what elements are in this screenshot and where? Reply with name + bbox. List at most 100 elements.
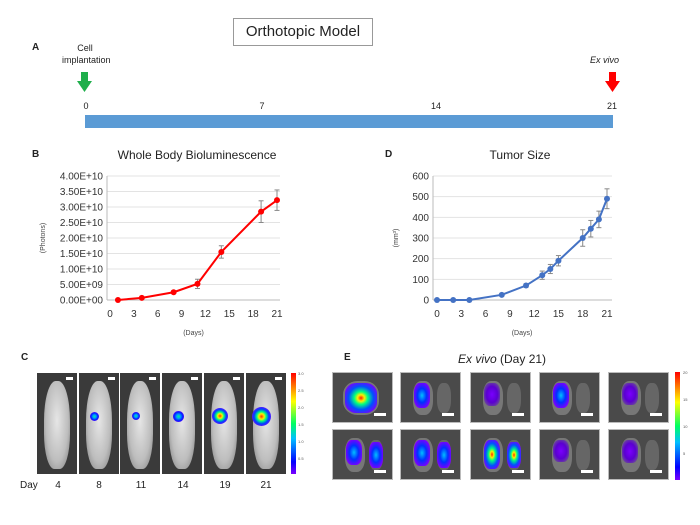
data-point: [466, 297, 473, 303]
y-tick-label: 1.50E+10: [60, 249, 104, 260]
x-tick-label: 3: [459, 309, 465, 320]
day-value: 11: [135, 480, 147, 491]
bioluminescence-signal: [369, 442, 383, 468]
colorbar-e-label: 15: [683, 397, 688, 402]
bioluminescence-signal: [622, 383, 638, 405]
y-tick-label: 200: [412, 254, 429, 265]
colorbar-c-label: 0.5: [298, 456, 304, 461]
scale-bar: [191, 377, 199, 380]
ex-vivo-title-day: (Day 21): [496, 352, 547, 366]
x-tick-label: 15: [553, 309, 565, 320]
bioluminescence-signal: [90, 411, 100, 421]
y-tick-label: 0.00E+00: [60, 296, 104, 307]
x-tick-label: 6: [483, 309, 489, 320]
data-point: [138, 294, 145, 301]
y-axis-label: (mm³): [393, 229, 400, 248]
data-point: [170, 289, 177, 296]
ex-vivo-organ-image: [400, 429, 461, 480]
mouse-image: [37, 373, 77, 474]
ex-vivo-organ-image: [539, 429, 600, 480]
y-tick-label: 100: [412, 275, 429, 286]
colorbar-e-label: 10: [683, 424, 688, 429]
panel-label-c: C: [21, 352, 29, 363]
timeline-tick: 14: [430, 101, 442, 111]
mouse-body: [169, 381, 196, 469]
x-tick-label: 18: [248, 309, 260, 320]
scale-bar: [581, 413, 593, 416]
y-tick-label: 400: [412, 213, 429, 224]
colorbar-c-label: 1.5: [298, 422, 304, 427]
scale-bar: [512, 470, 524, 473]
y-tick-label: 600: [412, 172, 429, 183]
data-point: [604, 195, 610, 202]
day-value: 19: [219, 480, 231, 491]
bioluminescence-signal: [484, 440, 500, 469]
tissue: [645, 440, 659, 470]
x-tick-label: 21: [601, 309, 613, 320]
tissue: [437, 383, 451, 413]
ex-vivo-organ-image: [400, 372, 461, 423]
figure-title: Orthotopic Model: [233, 18, 373, 46]
data-point: [523, 282, 530, 289]
timeline-tick: 7: [259, 101, 265, 111]
y-axis-label: (Photons): [40, 223, 47, 253]
mouse-body: [127, 381, 154, 469]
x-tick-label: 12: [529, 309, 541, 320]
data-point: [595, 216, 602, 223]
scale-bar: [650, 470, 662, 473]
x-tick-label: 6: [155, 309, 161, 320]
timeline-tick: 21: [606, 101, 618, 111]
bioluminescence-signal: [553, 440, 569, 462]
data-point: [450, 297, 457, 303]
ex-vivo-title-italic: Ex vivo: [458, 352, 497, 366]
day-value: 14: [177, 480, 189, 491]
colorbar-e-label: 5: [683, 451, 686, 456]
data-point: [434, 297, 440, 303]
data-point: [539, 272, 546, 279]
x-tick-label: 12: [200, 309, 212, 320]
scale-bar: [66, 377, 73, 380]
tumor-size-chart-title: Tumor Size: [489, 148, 551, 162]
bioluminescence-signal: [484, 383, 500, 406]
x-tick-label: 0: [434, 309, 440, 320]
scale-bar: [232, 377, 240, 380]
mouse-body: [85, 381, 112, 469]
bioluminescence-signal: [211, 408, 228, 424]
scale-bar: [512, 413, 524, 416]
colorbar-c-label: 1.0: [298, 439, 304, 444]
bioluminescence-signal: [414, 383, 430, 408]
series-line: [437, 198, 608, 301]
data-point: [194, 280, 201, 287]
ex-vivo-organ-image: [608, 372, 669, 423]
panel-label-b: B: [32, 149, 40, 160]
bioluminescence-signal: [132, 412, 141, 420]
data-point: [114, 297, 121, 303]
ex-vivo-title: Ex vivo (Day 21): [458, 352, 546, 366]
y-tick-label: 2.50E+10: [60, 218, 104, 229]
y-tick-label: 3.50E+10: [60, 187, 104, 198]
y-tick-label: 2.00E+10: [60, 234, 104, 245]
colorbar-c-label: 2.5: [298, 388, 304, 393]
cell-implantation-label: Cell implantation: [62, 43, 111, 65]
x-tick-label: 21: [271, 309, 283, 320]
day-value: 4: [55, 480, 61, 491]
y-tick-label: 300: [412, 234, 429, 245]
colorbar-c-label: 3.0: [298, 371, 304, 376]
data-point: [218, 248, 225, 255]
timeline-tick: 0: [83, 101, 89, 111]
x-tick-label: 3: [131, 309, 137, 320]
data-point: [587, 225, 594, 232]
mouse-image: [78, 373, 119, 474]
scale-bar: [374, 413, 386, 416]
bioluminescence-signal: [507, 442, 521, 468]
panel-label-a: A: [32, 42, 40, 53]
x-axis-label: (Days): [512, 330, 533, 337]
tissue: [576, 440, 590, 470]
mouse-body: [44, 381, 70, 469]
tissue: [645, 383, 659, 413]
data-point: [547, 266, 554, 272]
day-value: 8: [96, 480, 102, 491]
ex-vivo-label: Ex vivo: [590, 55, 620, 65]
day-label: Day: [20, 480, 38, 491]
